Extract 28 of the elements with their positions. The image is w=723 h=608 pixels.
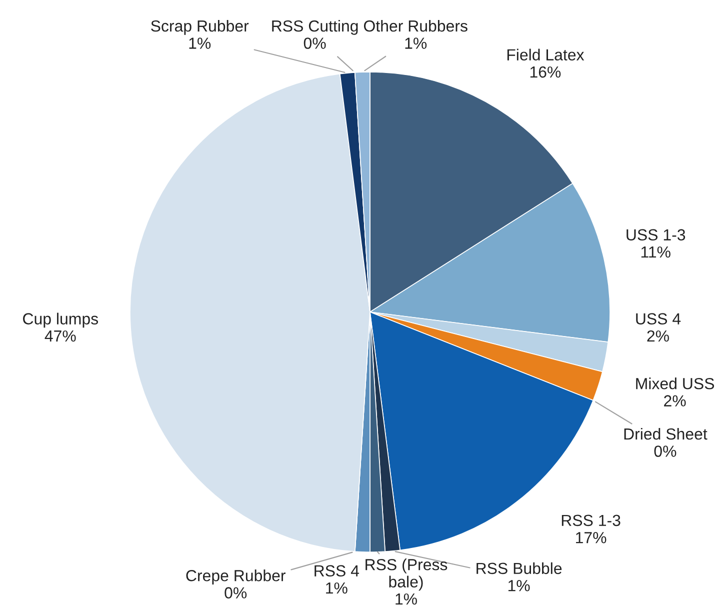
slice-label: RSS 4 — [314, 565, 360, 576]
slice-label: RSS Bubble — [476, 562, 562, 574]
data-label: 2% — [664, 395, 686, 406]
slice-label: RSS 1-3 — [562, 514, 620, 526]
slice-label: Mixed USS — [636, 378, 714, 390]
category-label: Crepe Rubber — [186, 570, 286, 584]
category-label: RSS Cutting — [272, 20, 358, 35]
slice-label: Other Rubbers — [364, 20, 468, 32]
legend-label: Dried Sheet — [624, 428, 708, 440]
data-label: 2% — [647, 330, 669, 342]
data-label: 1% — [189, 38, 211, 49]
data-label: 47% — [44, 330, 76, 342]
data-label: 16% — [530, 66, 561, 78]
data-label: 1% — [326, 582, 348, 594]
slice-label: Scrap Rubber — [151, 20, 249, 35]
data-label: 1% — [396, 593, 417, 605]
slice-label: RSS (Press bale) — [366, 558, 448, 591]
data-label: 1% — [405, 38, 427, 49]
text: 0% — [304, 38, 326, 49]
slice-label: Field Latex — [507, 48, 584, 60]
data-label: 17% — [576, 532, 606, 544]
slice-label: USS 4 — [636, 313, 681, 324]
slice-label: Cup lumps — [23, 312, 98, 328]
text: 0% — [654, 446, 676, 457]
slice-label: USS 1-3 — [626, 229, 686, 240]
data-label: 11% — [641, 246, 670, 258]
data-label: 1% — [508, 580, 530, 592]
text: 0% — [224, 587, 247, 598]
